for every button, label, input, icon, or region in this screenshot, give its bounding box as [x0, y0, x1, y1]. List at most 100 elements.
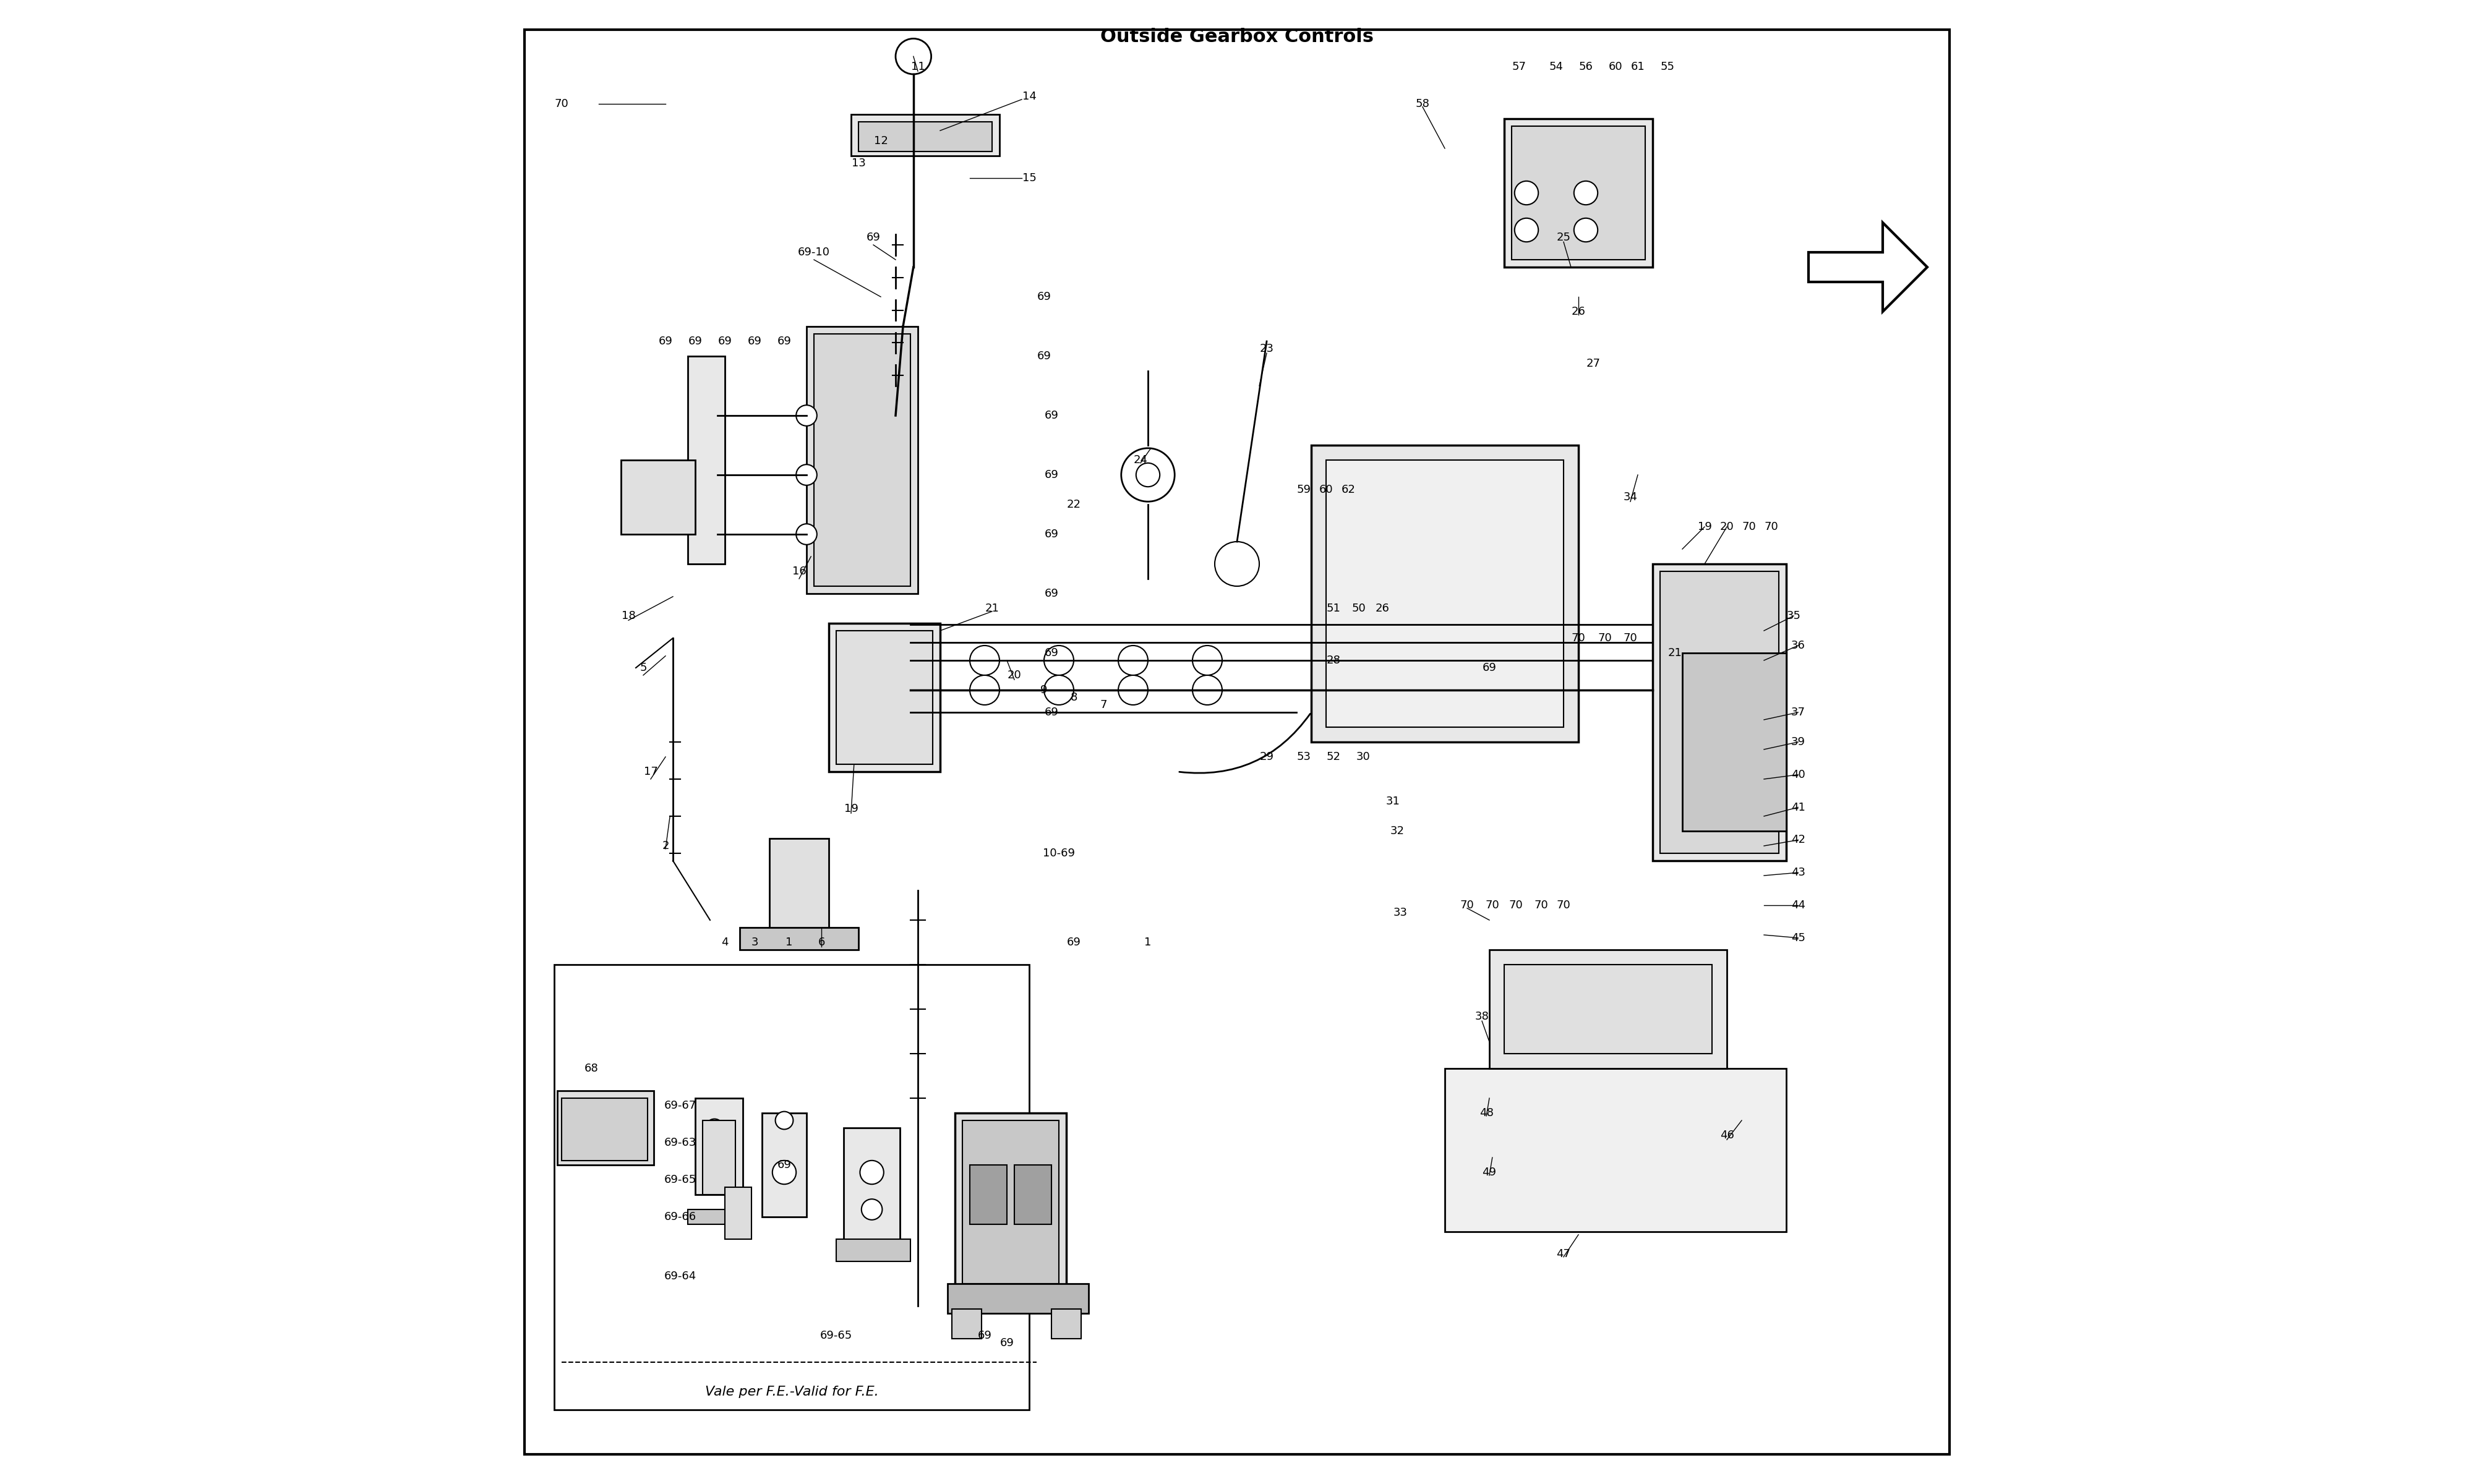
Bar [762, 1113, 807, 1217]
Text: 46: 46 [1719, 1129, 1734, 1141]
Text: 48: 48 [1479, 1107, 1494, 1119]
Text: 70: 70 [1460, 899, 1475, 911]
Circle shape [861, 1160, 883, 1184]
Polygon shape [1808, 223, 1927, 312]
Bar [814, 334, 910, 586]
Text: 69-10: 69-10 [797, 246, 831, 258]
Text: 39: 39 [1791, 736, 1806, 748]
Bar [725, 1187, 752, 1239]
Bar [1682, 653, 1786, 831]
Circle shape [1573, 181, 1598, 205]
Bar [955, 1113, 1066, 1291]
Bar [1504, 965, 1712, 1054]
Circle shape [797, 405, 816, 426]
Text: 69: 69 [1044, 528, 1059, 540]
Circle shape [1118, 646, 1148, 675]
Text: 69: 69 [866, 232, 881, 243]
Bar [1051, 1309, 1081, 1339]
Text: 28: 28 [1326, 654, 1341, 666]
Text: 20: 20 [1007, 669, 1022, 681]
Text: 27: 27 [1586, 358, 1601, 370]
Text: 54: 54 [1549, 61, 1564, 73]
Text: 19: 19 [1697, 521, 1712, 533]
Text: 70: 70 [1484, 899, 1499, 911]
Text: 15: 15 [1022, 172, 1037, 184]
Text: 7: 7 [1101, 699, 1106, 711]
Circle shape [1192, 646, 1222, 675]
Text: 20: 20 [1719, 521, 1734, 533]
Bar [1660, 571, 1779, 853]
Bar [836, 631, 933, 764]
Circle shape [1514, 218, 1539, 242]
Text: Vale per F.E.-Valid for F.E.: Vale per F.E.-Valid for F.E. [705, 1386, 878, 1398]
Bar [970, 1165, 1007, 1224]
Text: 30: 30 [1356, 751, 1371, 763]
Bar [621, 460, 695, 534]
Text: 1: 1 [784, 936, 792, 948]
Text: 69-65: 69-65 [819, 1330, 854, 1342]
Text: 9: 9 [1042, 684, 1047, 696]
Circle shape [1044, 675, 1074, 705]
Text: 58: 58 [1415, 98, 1430, 110]
Text: 69: 69 [1066, 936, 1081, 948]
Text: 22: 22 [1066, 499, 1081, 510]
Text: 18: 18 [621, 610, 636, 622]
Bar [1653, 564, 1786, 861]
Text: 3: 3 [752, 936, 757, 948]
Circle shape [698, 463, 722, 487]
Text: 57: 57 [1512, 61, 1526, 73]
Text: 69-63: 69-63 [663, 1137, 698, 1149]
Text: 37: 37 [1791, 706, 1806, 718]
Text: 13: 13 [851, 157, 866, 169]
Circle shape [774, 1112, 794, 1129]
Text: 62: 62 [1341, 484, 1356, 496]
Text: 68: 68 [584, 1063, 599, 1074]
Text: 70: 70 [1509, 899, 1524, 911]
Bar [1489, 950, 1727, 1068]
Bar [695, 1098, 742, 1195]
Text: 32: 32 [1390, 825, 1405, 837]
Bar [807, 326, 918, 594]
Text: 4: 4 [722, 936, 727, 948]
Text: 16: 16 [792, 565, 807, 577]
Text: 10-69: 10-69 [1044, 847, 1074, 859]
Bar [844, 1128, 901, 1247]
Text: 49: 49 [1482, 1166, 1497, 1178]
Text: 70: 70 [1556, 899, 1571, 911]
Bar [562, 1098, 648, 1160]
Circle shape [970, 675, 999, 705]
Text: 43: 43 [1791, 867, 1806, 879]
Circle shape [1118, 675, 1148, 705]
Bar [858, 122, 992, 151]
Text: 69: 69 [1044, 588, 1059, 600]
Bar [829, 623, 940, 772]
Text: 60: 60 [1608, 61, 1623, 73]
Text: 38: 38 [1475, 1011, 1489, 1022]
Text: 25: 25 [1556, 232, 1571, 243]
Bar [1512, 126, 1645, 260]
Text: 41: 41 [1791, 801, 1806, 813]
Bar [740, 927, 858, 950]
Text: 69: 69 [1044, 647, 1059, 659]
Text: 12: 12 [873, 135, 888, 147]
Polygon shape [1445, 1068, 1786, 1232]
Bar [836, 1239, 910, 1261]
Text: 69: 69 [688, 335, 703, 347]
Text: 5: 5 [641, 662, 646, 674]
Text: 70: 70 [1571, 632, 1586, 644]
Text: 69-66: 69-66 [663, 1211, 698, 1223]
Text: 35: 35 [1786, 610, 1801, 622]
Text: 29: 29 [1259, 751, 1274, 763]
Text: 47: 47 [1556, 1248, 1571, 1260]
Text: 44: 44 [1791, 899, 1806, 911]
Text: 51: 51 [1326, 603, 1341, 614]
Circle shape [1044, 646, 1074, 675]
Text: 52: 52 [1326, 751, 1341, 763]
Text: 70: 70 [554, 98, 569, 110]
Circle shape [1573, 218, 1598, 242]
Text: 17: 17 [643, 766, 658, 778]
Text: 56: 56 [1578, 61, 1593, 73]
Bar [554, 965, 1029, 1410]
Text: 42: 42 [1791, 834, 1806, 846]
Text: 19: 19 [844, 803, 858, 815]
